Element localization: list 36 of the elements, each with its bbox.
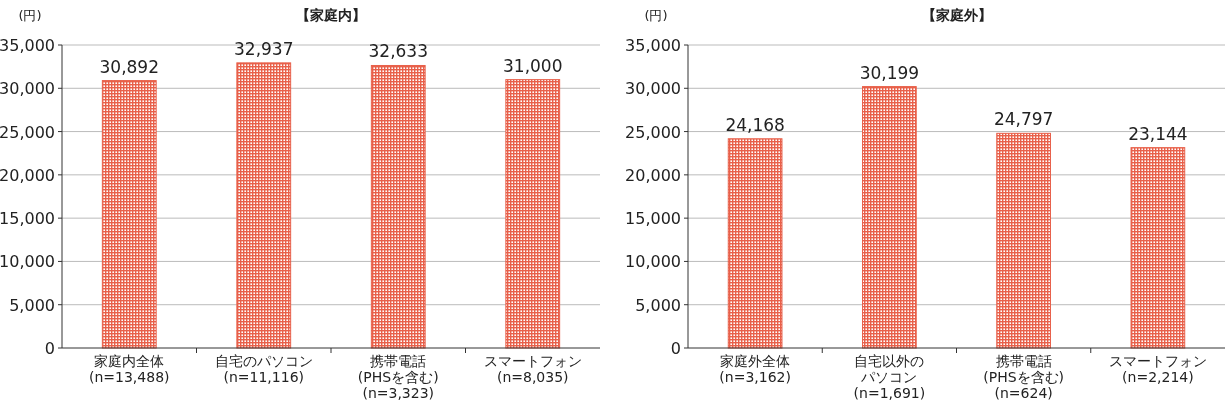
- data-label: 23,144: [1128, 123, 1188, 144]
- x-tick-label: 家庭外全体 (n=3,162): [719, 353, 791, 385]
- y-tick-label: 0: [670, 339, 681, 358]
- x-tick-label: 自宅のパソコン (n=11,116): [214, 353, 313, 385]
- y-tick-label: 35,000: [625, 36, 681, 55]
- y-tick-label: 25,000: [625, 122, 681, 142]
- y-axis-title: (円): [18, 8, 42, 23]
- x-tick-label: 携帯電話 (PHSを含む) (n=3,323): [357, 353, 439, 401]
- data-label: 31,000: [503, 55, 563, 76]
- x-tick-label: 家庭内全体 (n=13,488): [88, 353, 170, 385]
- x-tick-label: スマートフォン (n=2,214): [1108, 353, 1207, 385]
- data-label: 30,199: [859, 62, 920, 83]
- y-tick-label: 0: [44, 339, 55, 358]
- y-tick-label: 30,000: [625, 79, 681, 99]
- y-tick-label: 30,000: [0, 79, 55, 99]
- chart-title: 【家庭内】: [296, 7, 366, 23]
- data-label: 32,937: [234, 38, 294, 59]
- y-tick-label: 5,000: [9, 295, 55, 315]
- x-tick-label: スマートフォン (n=8,035): [483, 353, 582, 385]
- x-tick-label: 携帯電話 (PHSを含む) (n=624): [983, 353, 1065, 401]
- data-label: 32,633: [368, 41, 428, 62]
- y-tick-label: 10,000: [0, 252, 55, 272]
- y-tick-label: 10,000: [625, 252, 681, 272]
- chart-title: 【家庭外】: [921, 7, 992, 23]
- y-tick-label: 15,000: [0, 209, 55, 229]
- data-label: 24,168: [725, 114, 785, 135]
- y-tick-label: 25,000: [0, 122, 55, 142]
- y-tick-label: 20,000: [0, 165, 55, 185]
- data-label: 30,892: [99, 56, 159, 77]
- y-axis-title: (円): [644, 8, 668, 23]
- x-tick-label: 自宅以外のパソコン (n=1,691): [853, 353, 926, 401]
- data-label: 24,797: [993, 109, 1054, 130]
- y-tick-label: 20,000: [625, 165, 681, 185]
- y-tick-label: 5,000: [635, 295, 681, 315]
- y-tick-label: 15,000: [625, 209, 681, 229]
- y-tick-label: 35,000: [0, 36, 55, 55]
